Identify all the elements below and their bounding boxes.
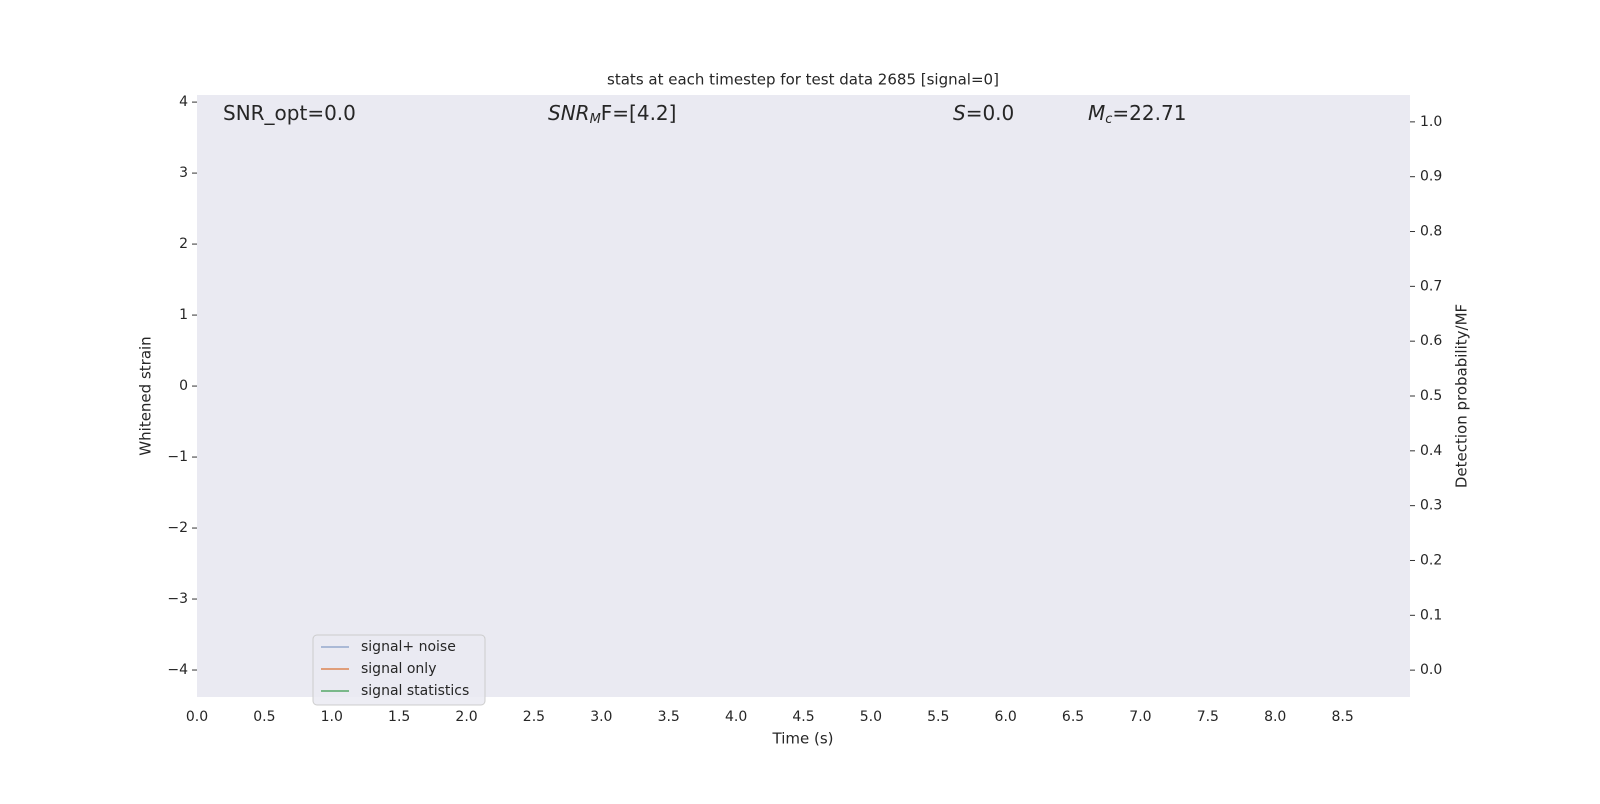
x-tick-label: 8.0 — [1264, 709, 1286, 725]
x-tick-label: 6.5 — [1062, 709, 1084, 725]
annotation: S=0.0 — [953, 101, 1014, 125]
y-tick-label: −2 — [167, 520, 188, 536]
x-tick-label: 7.0 — [1129, 709, 1151, 725]
x-tick-label: 8.5 — [1331, 709, 1353, 725]
annotation-base: SNR — [548, 101, 590, 125]
y2-tick-label: 0.9 — [1420, 169, 1442, 185]
annotation-tail: =22.71 — [1112, 101, 1186, 125]
annotation-tail: F=[4.2] — [601, 101, 677, 125]
y2-tick-label: 0.4 — [1420, 443, 1442, 459]
plot-area — [197, 95, 1410, 697]
annotation-sub: M — [590, 112, 601, 127]
x-axis-label: Time (s) — [772, 730, 834, 748]
y2-tick-label: 0.8 — [1420, 224, 1442, 240]
chart-title: stats at each timestep for test data 268… — [607, 71, 999, 89]
annotation: SNR_opt=0.0 — [223, 101, 356, 125]
y2-tick-label: 0.1 — [1420, 607, 1442, 623]
legend-label: signal statistics — [361, 683, 469, 699]
x-tick-label: 2.5 — [523, 709, 545, 725]
legend-label: signal only — [361, 661, 436, 677]
y2-tick-label: 0.2 — [1420, 552, 1442, 568]
y-tick-label: −4 — [167, 662, 188, 678]
annotation: Mc=22.71 — [1088, 101, 1186, 127]
x-tick-label: 0.0 — [186, 709, 208, 725]
x-tick-label: 7.5 — [1197, 709, 1219, 725]
x-tick-label: 2.0 — [455, 709, 477, 725]
x-tick-label: 3.5 — [658, 709, 680, 725]
y2-tick-label: 1.0 — [1420, 114, 1442, 130]
y-tick-label: 3 — [179, 165, 188, 181]
x-tick-label: 0.5 — [253, 709, 275, 725]
y2-tick-label: 0.7 — [1420, 278, 1442, 294]
y-tick-label: 2 — [179, 236, 188, 252]
x-tick-label: 5.5 — [927, 709, 949, 725]
y2-axis-label: Detection probability/MF — [1453, 304, 1471, 488]
legend-label: signal+ noise — [361, 639, 456, 655]
y2-tick-label: 0.6 — [1420, 333, 1442, 349]
x-tick-label: 3.0 — [590, 709, 612, 725]
x-tick-label: 6.0 — [995, 709, 1017, 725]
annotation-tail: =0.0 — [966, 101, 1015, 125]
y-tick-label: 4 — [179, 94, 188, 110]
annotation-sub: c — [1105, 112, 1112, 127]
y2-tick-label: 0.0 — [1420, 662, 1442, 678]
annotation-base: M — [1088, 101, 1105, 125]
y-tick-label: 1 — [179, 307, 188, 323]
y-tick-label: −1 — [167, 449, 188, 465]
x-tick-label: 4.5 — [792, 709, 814, 725]
y-tick-label: 0 — [179, 378, 188, 394]
x-tick-label: 1.0 — [321, 709, 343, 725]
x-tick-label: 4.0 — [725, 709, 747, 725]
y-axis-label: Whitened strain — [137, 336, 155, 455]
y2-tick-label: 0.5 — [1420, 388, 1442, 404]
y2-tick-label: 0.3 — [1420, 498, 1442, 514]
x-tick-label: 5.0 — [860, 709, 882, 725]
annotation-base: S — [953, 101, 966, 125]
annotation: SNRMF=[4.2] — [548, 101, 676, 127]
y-tick-label: −3 — [167, 591, 188, 607]
legend-box — [312, 634, 486, 706]
annotation-tail: SNR_opt=0.0 — [223, 101, 356, 125]
x-tick-label: 1.5 — [388, 709, 410, 725]
